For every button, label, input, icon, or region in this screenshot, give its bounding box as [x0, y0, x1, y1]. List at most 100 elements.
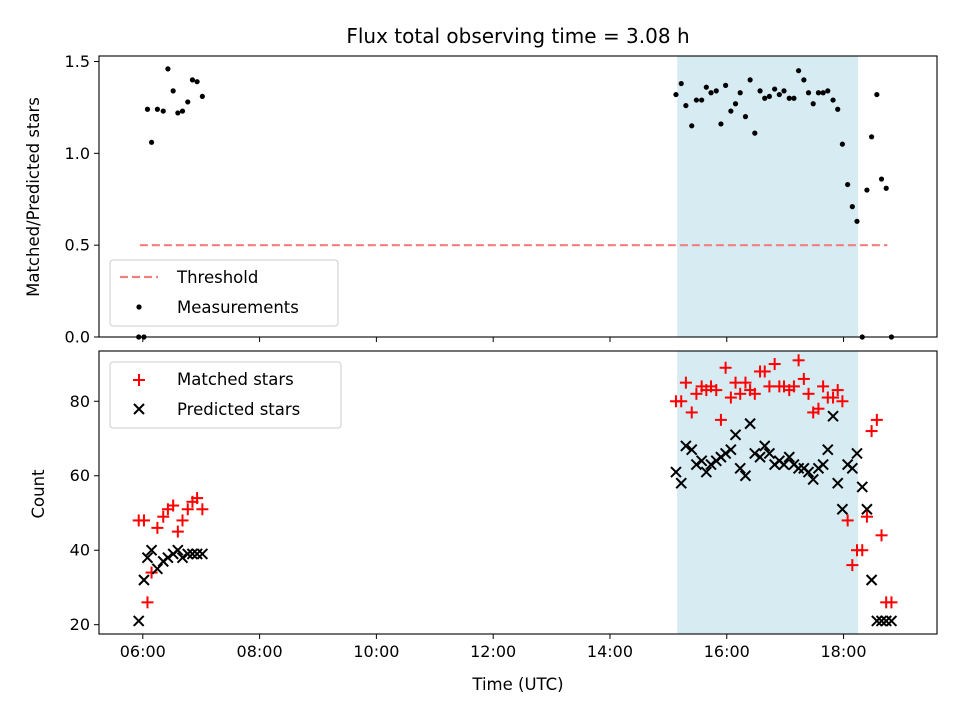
measurement-point [678, 80, 684, 87]
measurement-point [683, 102, 689, 109]
matched-star-point [176, 514, 189, 527]
bottom-legend: Matched stars Predicted stars [109, 361, 342, 429]
measurement-point [693, 97, 700, 103]
y-tick-label: 40 [70, 541, 90, 560]
measurement-point [766, 93, 773, 100]
matched-star-point [875, 529, 888, 542]
top-x-axis-ticks [142, 337, 845, 342]
matched-star-point [831, 384, 844, 397]
predicted-star-point [670, 466, 682, 478]
predicted-star-point [778, 458, 790, 471]
y-tick-label: 60 [70, 466, 90, 485]
measurement-point [737, 90, 743, 96]
measurement-point [883, 185, 889, 191]
measurement-point [728, 108, 734, 114]
measurement-point [179, 108, 186, 114]
predicted-star-point [739, 470, 752, 482]
x-tick-label: 18:00 [821, 642, 867, 661]
y-tick-label: 20 [70, 615, 90, 634]
predicted-star-point [822, 443, 834, 456]
matched-star-point [734, 387, 747, 400]
predicted-star-point [719, 447, 732, 460]
matched-star-point [885, 596, 898, 609]
matched-star-point [191, 492, 204, 505]
matched-star-point [860, 510, 873, 523]
top-legend: Threshold Measurements [109, 259, 339, 327]
bottom-plot-frame [98, 350, 938, 635]
predicted-star-point [690, 458, 703, 471]
top-panel: 0.0 0.5 1.0 1.5 Matched/Predicted stars Thr… [24, 52, 938, 347]
matched-star-point [167, 499, 180, 512]
measurement-point [805, 90, 812, 96]
measurement-point [673, 91, 679, 98]
matched-star-point [856, 544, 869, 557]
x-tick-label: 06:00 [120, 642, 166, 661]
predicted-star-point [763, 447, 776, 460]
bottom-x-axis-ticks: 06:00 08:00 10:00 12:00 14:00 16:00 18:00 [120, 634, 867, 661]
predicted-star-point [705, 458, 717, 471]
measurement-point [154, 106, 160, 112]
matched-star-point [141, 596, 154, 609]
measurement-point [689, 123, 695, 129]
measurement-point [781, 88, 787, 94]
predicted-star-point [182, 548, 194, 560]
matched-star-point [719, 361, 732, 374]
matched-star-point [739, 376, 752, 389]
y-tick-label: 0.0 [65, 328, 90, 347]
matched-star-point [181, 503, 194, 516]
predicted-stars-series [133, 410, 898, 627]
predicted-star-point [836, 503, 849, 515]
predicted-star-point [783, 451, 795, 463]
measurement-point [786, 95, 792, 101]
measurement-point [148, 139, 155, 145]
predicted-star-point [754, 451, 766, 463]
predicted-star-point [875, 615, 888, 627]
observation-window-shade-bottom [677, 351, 859, 634]
x-tick-label: 08:00 [237, 642, 283, 661]
predicted-star-point [680, 440, 692, 452]
measurement-point [830, 97, 836, 103]
matched-star-point [151, 521, 164, 534]
matched-star-point [724, 391, 737, 404]
measurement-point [762, 95, 768, 101]
predicted-star-point [675, 477, 687, 489]
y-tick-label: 0.5 [65, 236, 90, 255]
bottom-y-axis-ticks: 20 40 60 80 [70, 392, 99, 634]
matched-star-point [714, 413, 727, 426]
measurement-point [776, 91, 782, 98]
measurement-point [839, 141, 845, 147]
matched-star-point [846, 559, 859, 572]
matched-star-point [827, 391, 840, 404]
matched-star-point [865, 425, 878, 438]
measurement-point [160, 108, 166, 114]
matched-star-point [710, 384, 723, 397]
predicted-star-point [807, 473, 819, 486]
measurement-point [825, 88, 831, 94]
measurements-series [136, 66, 895, 340]
measurement-point [864, 187, 870, 193]
measurement-point [854, 218, 860, 224]
top-y-axis-label: Matched/Predicted stars [24, 97, 43, 297]
predicted-star-point [186, 548, 199, 560]
legend-threshold-label: Threshold [176, 268, 258, 287]
predicted-star-point [145, 544, 158, 556]
x-axis-label: Time (UTC) [471, 675, 563, 694]
matched-star-point [787, 380, 800, 393]
measurement-point [708, 90, 714, 96]
matched-star-point [870, 413, 883, 426]
predicted-star-point [172, 544, 184, 556]
predicted-star-point [817, 458, 829, 471]
matched-star-point [685, 406, 698, 419]
predicted-star-point [138, 574, 150, 586]
legend-matched-swatch [133, 374, 145, 386]
measurement-point [815, 90, 822, 96]
measurement-point [795, 68, 802, 74]
measurement-point [718, 121, 724, 127]
predicted-star-point [176, 551, 189, 564]
matched-star-point [817, 380, 830, 393]
bottom-y-axis-label: Count [29, 469, 48, 519]
measurement-point [791, 95, 797, 101]
predicted-star-point [725, 443, 737, 456]
matched-star-point [137, 514, 150, 527]
predicted-star-point [749, 447, 761, 460]
